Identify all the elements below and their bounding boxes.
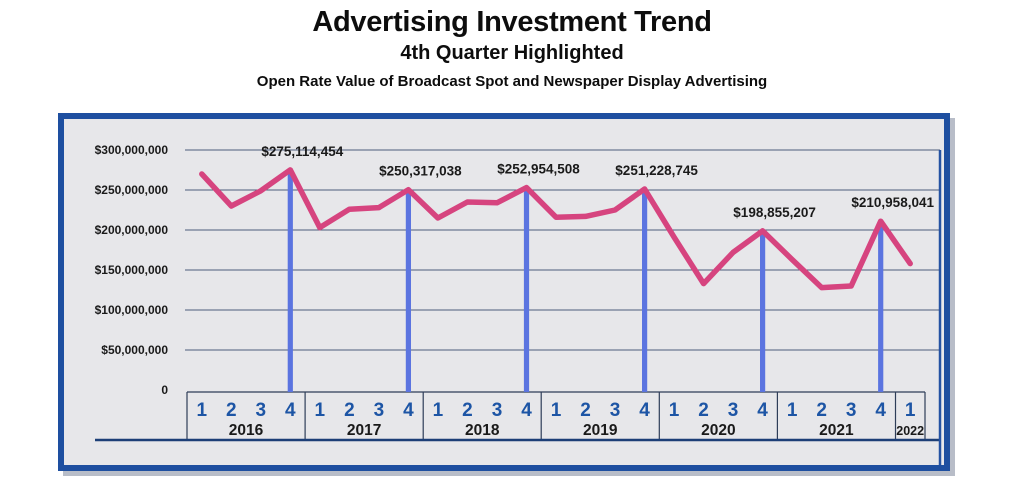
quarter-label: 1 (787, 400, 798, 421)
year-label: 2020 (701, 422, 735, 439)
year-label: 2017 (347, 422, 381, 439)
chart-header: Advertising Investment Trend 4th Quarter… (0, 6, 1024, 91)
quarter-label: 3 (846, 400, 857, 421)
q4-highlight-bar (642, 190, 648, 392)
quarter-label: 3 (492, 400, 503, 421)
quarter-label: 2 (462, 400, 473, 421)
quarter-label: 1 (669, 400, 680, 421)
trend-chart: $300,000,000 $250,000,000 $200,000,000 $150… (95, 143, 942, 465)
year-label: 2021 (819, 422, 854, 439)
page-title: Advertising Investment Trend (312, 6, 712, 38)
q4-data-label: $252,954,508 (497, 162, 580, 177)
q4-highlight-bar (287, 170, 293, 392)
quarter-label: 4 (285, 400, 296, 421)
quarter-label: 1 (315, 400, 326, 421)
quarter-label: 3 (374, 400, 385, 421)
quarter-label: 3 (610, 400, 621, 421)
q4-highlight-bar (878, 222, 884, 392)
q4-highlight-bar (523, 188, 530, 392)
year-label: 2018 (465, 422, 500, 439)
trend-line (199, 167, 913, 291)
year-label: 2019 (583, 422, 618, 439)
year-label: 2022 (896, 424, 924, 438)
q4-data-label: $250,317,038 (379, 164, 462, 179)
quarter-label: 4 (521, 400, 532, 421)
quarter-label: 3 (728, 400, 739, 421)
q4-data-label: $198,855,207 (733, 205, 816, 220)
quarter-label: 2 (816, 400, 827, 421)
quarter-label: 4 (639, 400, 650, 421)
q4-data-label: $251,228,745 (615, 163, 698, 178)
year-label: 2016 (229, 422, 264, 439)
y-tick-label: $150,000,000 (95, 263, 169, 277)
y-tick-label: 0 (161, 383, 168, 397)
quarter-label: 1 (197, 400, 208, 421)
chart-panel: $300,000,000 $250,000,000 $200,000,000 $150… (58, 113, 950, 471)
quarter-label: 2 (580, 400, 591, 421)
y-tick-label: $250,000,000 (95, 183, 169, 197)
quarter-label: 1 (433, 400, 444, 421)
q4-highlight-bar (760, 231, 766, 392)
quarter-label: 3 (256, 400, 267, 421)
y-tick-label: $50,000,000 (101, 343, 168, 357)
quarter-label: 1 (551, 400, 562, 421)
y-tick-label: $200,000,000 (95, 223, 169, 237)
quarter-label: 1 (905, 400, 916, 421)
quarter-label: 2 (226, 400, 237, 421)
quarter-label: 2 (344, 400, 355, 421)
y-tick-label: $100,000,000 (95, 303, 169, 317)
quarter-label: 2 (698, 400, 709, 421)
q4-data-label: $275,114,454 (261, 144, 343, 159)
quarter-label: 4 (757, 400, 768, 421)
quarter-label: 4 (875, 400, 886, 421)
q4-data-label: $210,958,041 (851, 195, 934, 210)
q4-highlight-bar (405, 190, 411, 392)
quarter-label: 4 (403, 400, 414, 421)
y-tick-label: $300,000,000 (95, 143, 169, 157)
page-description: Open Rate Value of Broadcast Spot and Ne… (256, 73, 768, 91)
page-subtitle: 4th Quarter Highlighted (400, 42, 624, 65)
